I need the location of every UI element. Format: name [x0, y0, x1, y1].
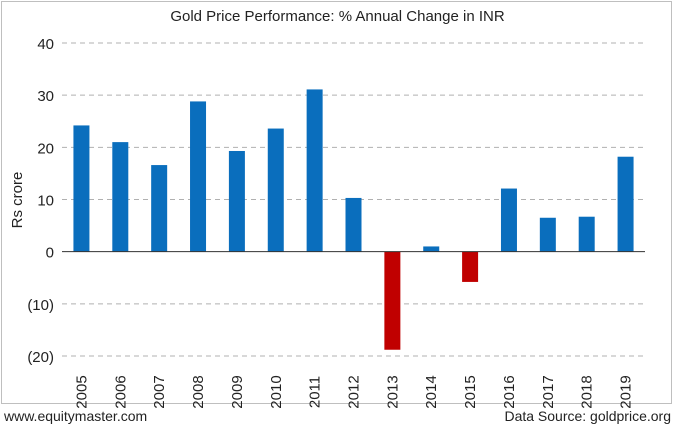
x-tick-label: 2016: [501, 375, 518, 408]
y-axis-label: Rs crore: [9, 172, 26, 229]
bar-2013: [384, 251, 401, 350]
bar-2010: [267, 128, 284, 252]
x-tick-label: 2019: [618, 375, 635, 408]
y-tick-label: (10): [27, 297, 54, 314]
bar-2012: [345, 197, 362, 252]
bar-2017: [539, 217, 556, 252]
y-tick-label: 30: [37, 88, 54, 105]
bar-2014: [423, 246, 440, 252]
x-tick-label: 2011: [307, 376, 324, 408]
chart-title: Gold Price Performance: % Annual Change …: [170, 8, 505, 25]
bar-2006: [112, 142, 129, 252]
y-tick-label: 0: [46, 245, 54, 262]
y-tick-label: 20: [37, 140, 54, 157]
bar-2018: [578, 216, 595, 252]
bar-2015: [462, 251, 479, 282]
footer-website[interactable]: www.equitymaster.com: [4, 408, 148, 424]
y-tick-label: 40: [37, 36, 54, 53]
chart-frame: [1, 1, 672, 404]
x-tick-label: 2015: [462, 375, 479, 408]
x-tick-label: 2005: [73, 375, 90, 408]
bar-2007: [151, 165, 168, 252]
bar-2019: [617, 156, 634, 252]
x-tick-label: 2018: [579, 375, 596, 408]
y-tick-label: (20): [27, 349, 54, 366]
bar-2005: [73, 125, 90, 252]
bar-2009: [228, 150, 245, 252]
x-tick-label: 2017: [540, 375, 557, 408]
x-axis-ticks: 2005 2006 2007 2008 2009 2010 2011 2012 2013 2014…: [73, 375, 634, 408]
x-tick-label: 2010: [268, 375, 285, 408]
x-tick-label: 2009: [229, 375, 246, 408]
bar-2016: [500, 188, 517, 252]
x-tick-label: 2007: [151, 375, 168, 408]
bar-2011: [306, 89, 323, 252]
y-axis-ticks: (20) (10) 0 10 20 30 40: [27, 36, 54, 366]
x-tick-label: 2012: [346, 375, 363, 408]
x-tick-label: 2014: [423, 375, 440, 408]
bar-2008: [190, 101, 207, 252]
x-tick-label: 2013: [384, 375, 401, 408]
x-tick-label: 2006: [112, 375, 129, 408]
y-tick-label: 10: [37, 193, 54, 210]
x-tick-label: 2008: [190, 375, 207, 408]
bars: [73, 89, 634, 350]
footer-data-source: Data Source: goldprice.org: [504, 408, 671, 424]
